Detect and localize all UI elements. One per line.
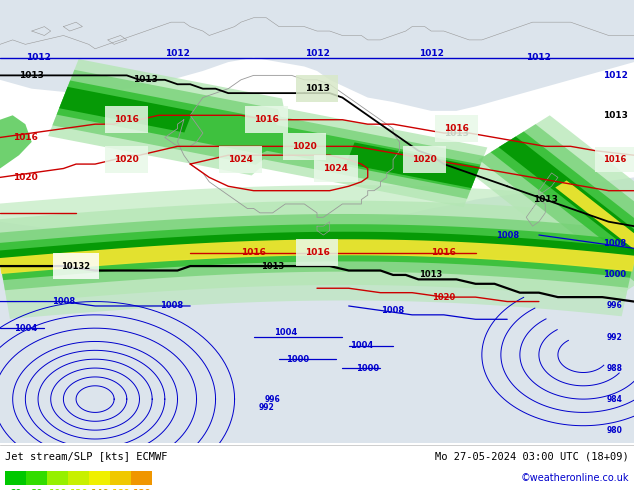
Text: 1008: 1008 [604,240,626,248]
Text: 10132: 10132 [61,262,91,270]
Text: 992: 992 [607,333,623,342]
Text: 1012: 1012 [526,53,552,62]
Text: 1013: 1013 [304,84,330,93]
Polygon shape [0,0,634,111]
Text: 1020: 1020 [13,173,38,182]
Polygon shape [0,232,634,272]
Text: 1004: 1004 [350,342,373,350]
Text: 1020: 1020 [412,155,437,164]
Text: 992: 992 [259,403,274,413]
Polygon shape [0,177,634,443]
Polygon shape [479,124,634,284]
Text: 120: 120 [69,489,87,490]
Polygon shape [0,214,634,290]
Text: 100: 100 [48,489,67,490]
Text: 996: 996 [607,301,623,311]
Text: 980: 980 [607,426,623,435]
Text: Jet stream/SLP [kts] ECMWF: Jet stream/SLP [kts] ECMWF [5,451,167,462]
Text: 1016: 1016 [444,124,469,133]
Polygon shape [56,80,481,190]
Text: 1008: 1008 [52,297,75,306]
Text: Mo 27-05-2024 03:00 UTC (18+09): Mo 27-05-2024 03:00 UTC (18+09) [435,451,629,462]
Text: 60: 60 [10,489,22,490]
Polygon shape [0,201,634,303]
Bar [5,471,26,485]
Text: 1016: 1016 [431,248,456,257]
Text: 1024: 1024 [323,164,349,173]
Text: 1013: 1013 [19,71,44,80]
Bar [68,471,89,485]
Text: 1013: 1013 [420,270,443,279]
Text: 1012: 1012 [165,49,190,58]
Polygon shape [499,137,634,271]
Text: 1013: 1013 [602,111,628,120]
Text: 180: 180 [132,489,150,490]
Text: 984: 984 [607,394,623,404]
Text: 1016: 1016 [304,248,330,257]
Text: 1008: 1008 [382,306,404,315]
Bar [47,471,68,485]
Bar [131,471,152,485]
Polygon shape [0,115,32,169]
Text: 1016: 1016 [241,248,266,257]
Text: 988: 988 [607,364,623,372]
Text: 1020: 1020 [432,293,455,302]
Bar [26,471,47,485]
Text: 996: 996 [265,394,280,404]
Polygon shape [0,185,634,319]
Text: 160: 160 [111,489,129,490]
Polygon shape [465,115,634,293]
Text: 1000: 1000 [287,355,309,364]
Text: 1004: 1004 [274,328,297,337]
Text: 1024: 1024 [228,155,254,164]
Text: 1016: 1016 [13,133,38,142]
Polygon shape [48,59,488,207]
Text: 80: 80 [30,489,42,490]
Text: 1020: 1020 [292,142,317,151]
Text: 1000: 1000 [356,364,379,372]
Bar [110,471,131,485]
Text: 1008: 1008 [160,301,183,311]
Text: 1012: 1012 [602,71,628,80]
Text: ©weatheronline.co.uk: ©weatheronline.co.uk [521,473,629,483]
Polygon shape [59,87,193,132]
Text: 1016: 1016 [114,115,139,124]
Text: 1000: 1000 [604,270,626,279]
Text: 1016: 1016 [254,115,279,124]
Polygon shape [346,143,480,188]
Text: 1012: 1012 [25,53,51,62]
Text: 140: 140 [90,489,108,490]
Text: 1013: 1013 [444,128,469,138]
Polygon shape [0,224,634,280]
Text: 1004: 1004 [14,324,37,333]
Text: 1013: 1013 [133,75,158,84]
Text: 1016: 1016 [604,155,626,164]
Text: 1008: 1008 [496,230,519,240]
Polygon shape [491,132,634,276]
Text: 1012: 1012 [304,49,330,58]
Polygon shape [555,180,634,248]
Text: 1012: 1012 [418,49,444,58]
Text: 1020: 1020 [114,155,139,164]
Bar [89,471,110,485]
Text: 1013: 1013 [533,195,558,204]
Polygon shape [0,239,634,274]
Polygon shape [53,70,484,199]
Text: 1013: 1013 [261,262,284,270]
